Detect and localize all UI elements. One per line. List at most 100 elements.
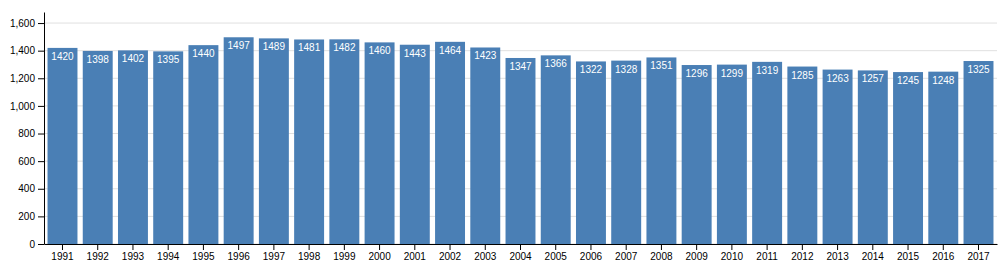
x-tick: 1991 — [51, 244, 74, 262]
bar — [823, 70, 853, 244]
x-tick-mark — [485, 244, 486, 250]
x-tick-label: 2001 — [404, 251, 427, 262]
y-tick-mark — [38, 51, 44, 52]
x-tick: 2011 — [756, 244, 778, 262]
bar — [541, 55, 571, 244]
bar — [470, 47, 500, 244]
x-tick-mark — [590, 244, 591, 250]
x-tick-label: 2005 — [545, 251, 568, 262]
bar — [646, 57, 676, 244]
bar — [294, 39, 324, 244]
x-tick: 2012 — [791, 244, 814, 262]
data-label: 1398 — [87, 54, 110, 65]
x-tick-label: 2014 — [862, 251, 885, 262]
bar — [611, 61, 641, 244]
y-tick-label: 1,200 — [10, 73, 35, 84]
y-tick-label: 1,400 — [10, 45, 35, 56]
x-tick-label: 1998 — [298, 251, 321, 262]
x-tick: 2013 — [826, 244, 849, 262]
data-label: 1263 — [826, 73, 849, 84]
y-tick: 200 — [18, 211, 44, 222]
y-tick-mark — [38, 244, 44, 245]
x-tick-label: 2002 — [439, 251, 462, 262]
bar — [188, 45, 218, 244]
y-tick-mark — [38, 216, 44, 217]
x-axis: 1991 1992 1993 1994 1995 1996 1997 1998 1999 2000… — [45, 244, 998, 262]
x-tick: 2014 — [862, 244, 885, 262]
data-label: 1464 — [439, 45, 462, 56]
x-tick-mark — [978, 244, 979, 250]
bar — [576, 61, 606, 244]
x-tick: 1999 — [333, 244, 356, 262]
data-label: 1248 — [932, 75, 955, 86]
x-tick-label: 2003 — [474, 251, 497, 262]
bar — [48, 48, 78, 244]
x-tick: 2000 — [368, 244, 391, 262]
x-tick-mark — [520, 244, 521, 250]
x-tick: 1994 — [157, 244, 180, 262]
bar — [858, 70, 888, 244]
data-label: 1322 — [580, 64, 603, 75]
x-tick-mark — [414, 244, 415, 250]
y-tick-label: 1,600 — [10, 18, 35, 29]
data-label: 1497 — [228, 40, 251, 51]
x-tick-mark — [450, 244, 451, 250]
x-tick-label: 2000 — [368, 251, 391, 262]
y-tick: 600 — [18, 156, 44, 167]
x-tick-label: 2009 — [686, 251, 709, 262]
data-label: 1482 — [333, 42, 356, 53]
y-tick: 1,000 — [10, 101, 44, 112]
x-tick-mark — [626, 244, 627, 250]
x-tick-mark — [62, 244, 63, 250]
x-tick-label: 1991 — [51, 251, 74, 262]
x-tick-mark — [872, 244, 873, 250]
x-tick: 2004 — [509, 244, 532, 262]
grid-line — [44, 23, 997, 24]
data-label: 1366 — [545, 58, 568, 69]
data-label: 1481 — [298, 42, 321, 53]
data-label: 1325 — [967, 64, 990, 75]
x-tick-mark — [943, 244, 944, 250]
x-tick-mark — [661, 244, 662, 250]
x-tick-label: 2015 — [897, 251, 920, 262]
data-label: 1440 — [192, 48, 215, 59]
y-tick-label: 400 — [18, 183, 35, 194]
x-tick-label: 1996 — [228, 251, 251, 262]
x-tick: 2017 — [967, 244, 990, 262]
data-label: 1245 — [897, 75, 920, 86]
bar — [506, 58, 536, 244]
x-tick: 1993 — [122, 244, 145, 262]
x-tick: 2005 — [545, 244, 568, 262]
x-tick-mark — [802, 244, 803, 250]
y-tick-label: 0 — [29, 239, 35, 250]
y-tick: 400 — [18, 183, 44, 194]
y-tick-mark — [38, 161, 44, 162]
x-tick-label: 1993 — [122, 251, 145, 262]
bar — [752, 62, 782, 244]
grid-line — [44, 50, 997, 51]
bar — [224, 37, 254, 244]
data-label: 1395 — [157, 54, 180, 65]
data-label: 1443 — [404, 48, 427, 59]
x-tick: 2008 — [650, 244, 673, 262]
y-tick: 800 — [18, 128, 44, 139]
x-tick: 1992 — [87, 244, 110, 262]
x-tick: 1997 — [263, 244, 286, 262]
data-label: 1299 — [721, 68, 744, 79]
x-tick: 1995 — [192, 244, 215, 262]
x-tick-label: 1997 — [263, 251, 286, 262]
x-tick-mark — [696, 244, 697, 250]
bar — [787, 67, 817, 244]
x-tick-mark — [203, 244, 204, 250]
y-tick-label: 600 — [18, 156, 35, 167]
data-labels: 1420139814021395144014971489148114821460… — [51, 40, 990, 86]
x-tick: 2009 — [686, 244, 709, 262]
bars — [48, 37, 994, 244]
y-tick-mark — [38, 78, 44, 79]
y-tick: 1,600 — [10, 18, 44, 29]
x-tick: 2010 — [721, 244, 744, 262]
x-tick-label: 2012 — [791, 251, 814, 262]
x-tick-label: 2010 — [721, 251, 744, 262]
y-tick: 0 — [29, 239, 44, 250]
x-tick-mark — [837, 244, 838, 250]
